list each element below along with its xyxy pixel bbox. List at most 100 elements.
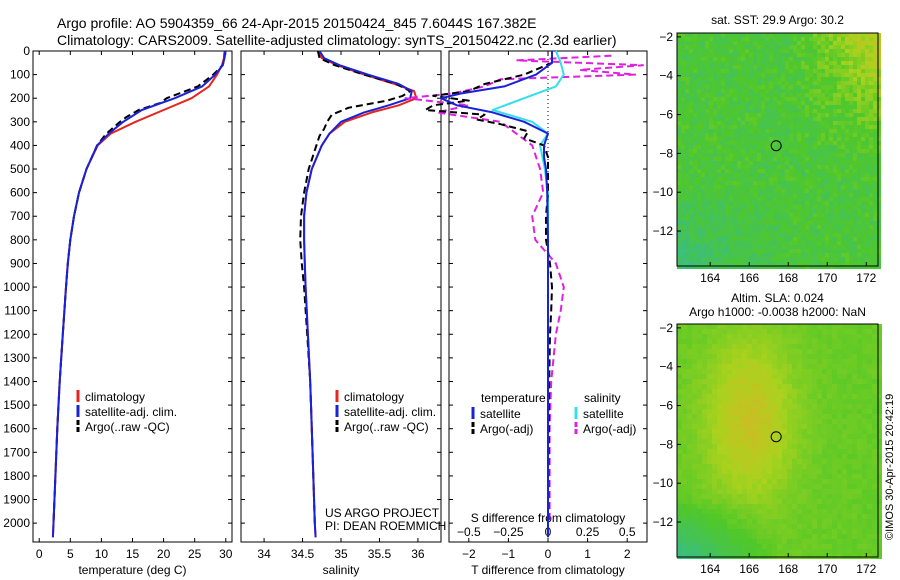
map-cell [812,474,817,479]
map-cell [752,414,757,419]
map-cell [873,257,877,261]
map-cell [877,449,882,454]
legend-label: climatology [85,390,145,404]
map-cell [822,334,827,339]
map-cell [805,81,809,85]
map-cell [752,384,757,389]
map-cell [832,384,837,389]
map-cell [733,137,737,141]
map-cell [853,209,857,213]
map-cell [727,454,732,459]
map-cell [827,504,832,509]
map-cell [821,57,825,61]
map-cell [705,193,709,197]
map-cell [842,479,847,484]
map-cell [852,524,857,529]
map-cell [737,369,742,374]
map-cell [769,153,773,157]
map-cell [862,414,867,419]
map-cell [827,449,832,454]
map-cell [802,479,807,484]
map-cell [749,213,753,217]
map-cell [801,33,805,37]
map-cell [681,61,685,65]
map-cell [747,464,752,469]
map-cell [733,193,737,197]
map-cell [685,209,689,213]
map-cell [689,261,693,265]
map-cell [737,359,742,364]
map-cell [817,524,822,529]
map-cell [713,41,717,45]
map-cell [829,141,833,145]
map-cell [797,121,801,125]
map-cell [769,105,773,109]
map-cell [727,509,732,514]
map-cell [681,213,685,217]
map-cell [865,49,869,53]
map-cell [789,245,793,249]
map-cell [797,519,802,524]
map-cell [745,149,749,153]
map-cell [745,81,749,85]
map-cell [677,241,681,245]
map-cell [682,354,687,359]
map-cell [812,464,817,469]
map-cell [765,37,769,41]
map-cell [853,205,857,209]
x-axis-label: temperature (deg C) [78,563,186,577]
map-cell [821,213,825,217]
map-cell [867,459,872,464]
map-cell [725,265,729,269]
map-cell [713,117,717,121]
map-cell [772,349,777,354]
map-cell [793,257,797,261]
map-cell [869,157,873,161]
map-cell [761,201,765,205]
map-cell [797,479,802,484]
map-cell [877,241,881,245]
map-cell [689,233,693,237]
map-cell [817,245,821,249]
map-cell [805,85,809,89]
map-cell [807,339,812,344]
map-cell [812,409,817,414]
map-cell [789,49,793,53]
map-cell [837,193,841,197]
map-cell [812,449,817,454]
map-cell [747,439,752,444]
map-cell [772,484,777,489]
map-cell [797,459,802,464]
map-cell [732,474,737,479]
map-cell [829,157,833,161]
map-cell [681,153,685,157]
map-cell [837,384,842,389]
map-cell [693,57,697,61]
map-cell [745,217,749,221]
map-cell [737,404,742,409]
map-cell [837,334,842,339]
map-cell [713,57,717,61]
map-cell [681,37,685,41]
map-cell [809,157,813,161]
map-cell [777,93,781,97]
map-cell [749,97,753,101]
map-cell [817,177,821,181]
map-cell [849,233,853,237]
map-cell [792,399,797,404]
map-cell [773,173,777,177]
map-cell [837,113,841,117]
map-cell [877,225,881,229]
map-cell [685,225,689,229]
map-cell [729,241,733,245]
map-cell [865,185,869,189]
map-cell [709,205,713,209]
map-cell [862,354,867,359]
map-cell [849,33,853,37]
map-cell [693,89,697,93]
map-cell [687,439,692,444]
map-cell [685,141,689,145]
map-cell [761,57,765,61]
map-cell [861,93,865,97]
map-cell [721,33,725,37]
